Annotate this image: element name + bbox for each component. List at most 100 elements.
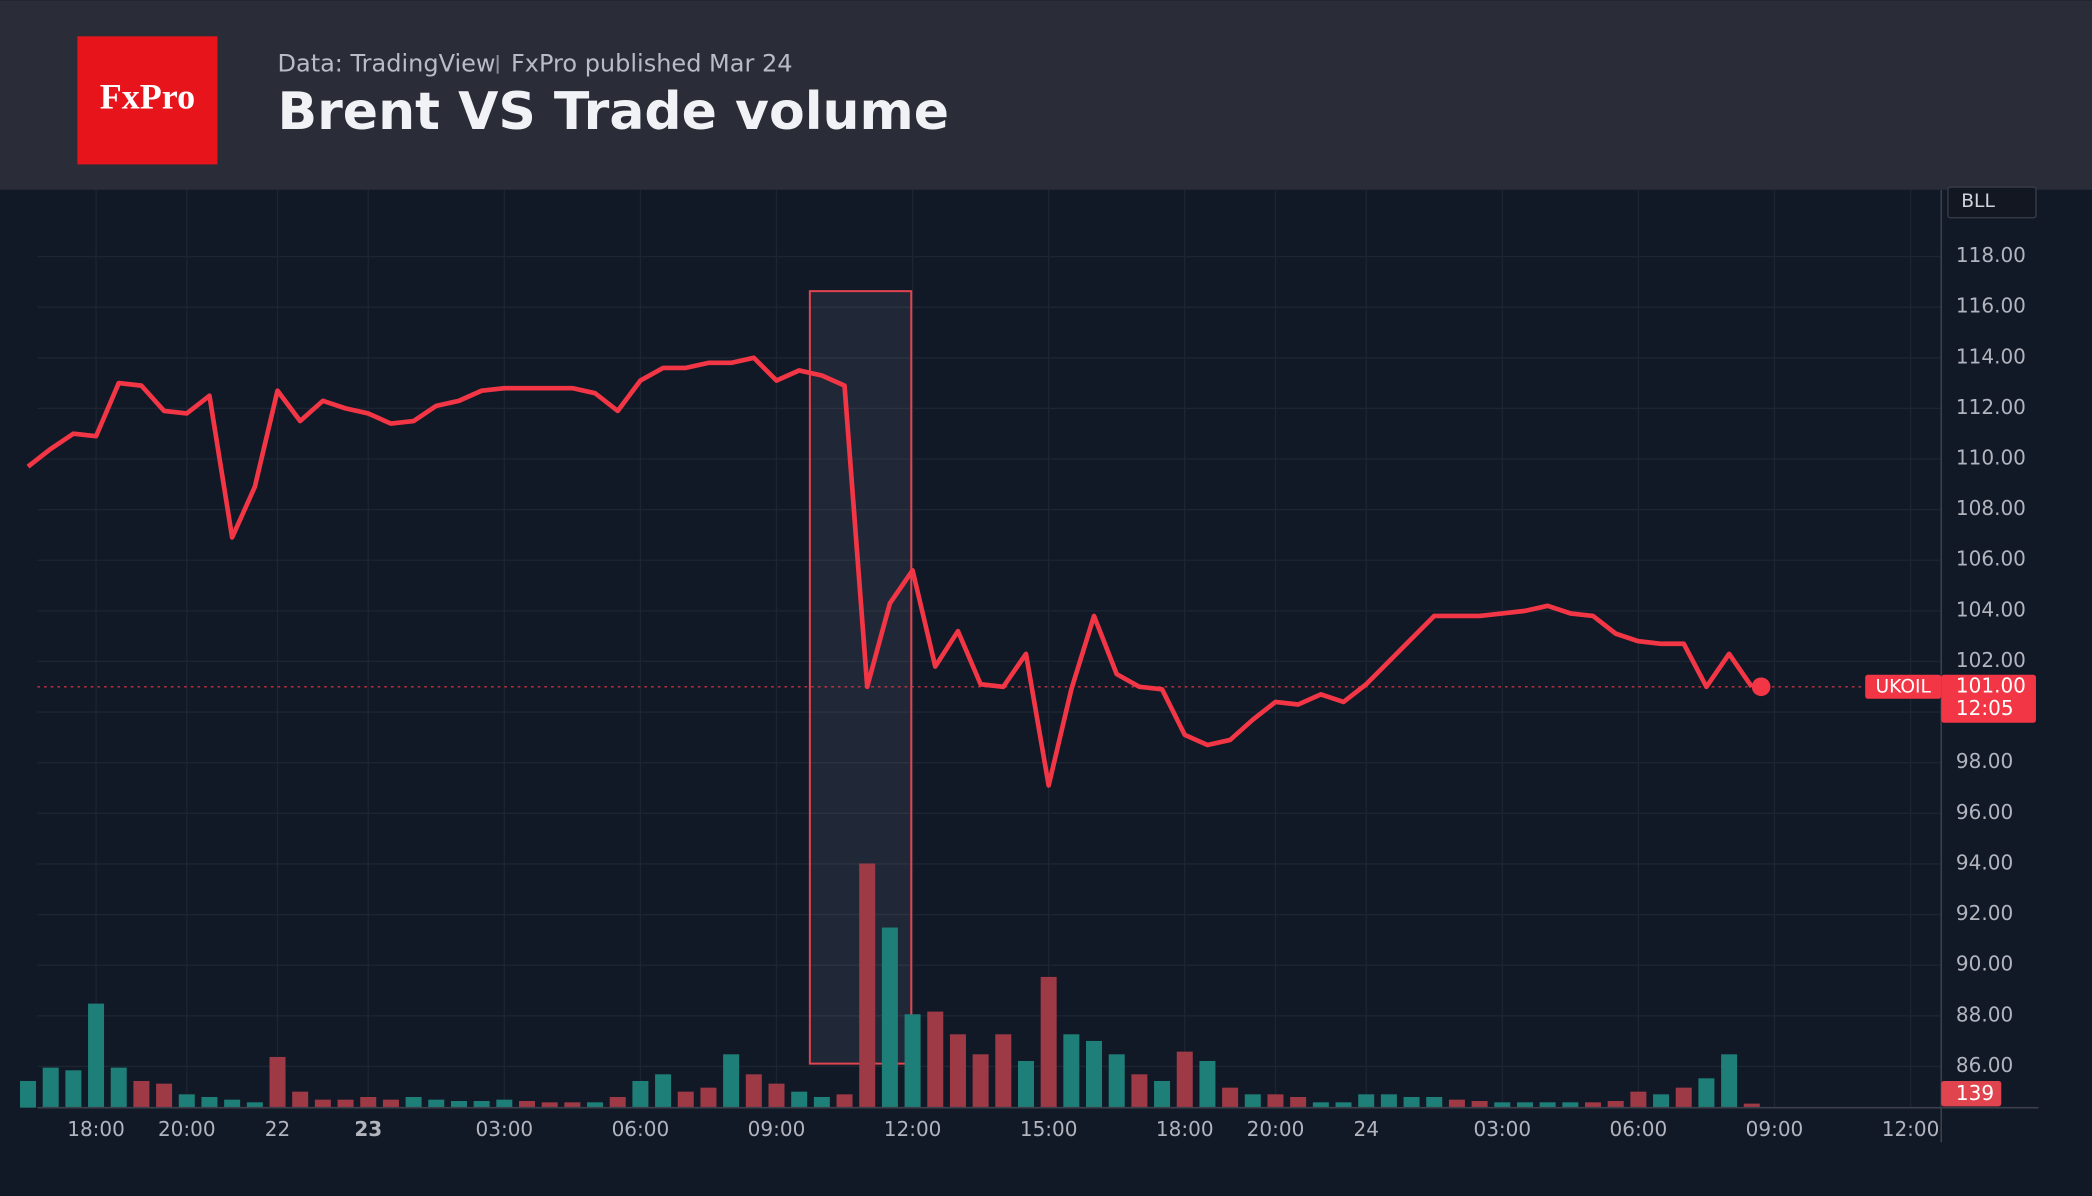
volume-bar: [995, 1034, 1012, 1108]
volume-bar: [1086, 1040, 1103, 1108]
volume-bar: [269, 1056, 286, 1108]
volume-bar: [314, 1099, 331, 1108]
volume-bar: [1154, 1080, 1171, 1108]
volume-bar: [1040, 976, 1057, 1108]
y-tick-label: 90.00: [1956, 952, 2013, 976]
volume-bar: [88, 1003, 105, 1108]
volume-bar: [723, 1054, 740, 1108]
volume-bar: [65, 1070, 82, 1108]
x-tick-label: 09:00: [1746, 1117, 1804, 1141]
price-tag: [1941, 674, 2036, 723]
volume-bar: [42, 1067, 59, 1108]
logo-text: FxPro: [100, 77, 195, 117]
volume-bar: [1403, 1096, 1420, 1108]
y-tick-label: 102.00: [1956, 648, 2026, 672]
volume-bar: [450, 1100, 467, 1108]
source: Data: TradingView: [278, 49, 496, 77]
currency-badge: BLL: [1961, 191, 1995, 212]
volume-bar: [1426, 1096, 1443, 1108]
y-tick-label: 116.00: [1956, 294, 2026, 318]
published: FxPro published Mar 24: [511, 49, 793, 77]
volume-label: 139: [1956, 1081, 1994, 1105]
volume-bar: [337, 1099, 354, 1108]
symbol-tag: [1865, 674, 1942, 699]
volume-bar: [1017, 1060, 1034, 1108]
x-tick-label: 24: [1353, 1117, 1378, 1141]
volume-bar: [1335, 1102, 1352, 1108]
y-tick-label: 96.00: [1956, 800, 2013, 824]
volume-bar: [1380, 1094, 1397, 1108]
y-tick-label: 86.00: [1956, 1053, 2013, 1077]
volume-bar: [1653, 1094, 1670, 1108]
volume-bar: [1494, 1102, 1511, 1108]
volume-bar: [1698, 1078, 1715, 1108]
volume-bar: [1222, 1087, 1239, 1108]
grid: [37, 189, 1942, 1108]
volume-bar: [541, 1102, 558, 1108]
chart-title: Brent VS Trade volume: [278, 82, 950, 142]
marks: [20, 355, 1942, 1108]
volume-bar: [1539, 1102, 1556, 1108]
volume-bar: [1607, 1100, 1624, 1108]
y-tick-label: 110.00: [1956, 446, 2026, 470]
volume-bar: [836, 1094, 853, 1108]
x-tick-label: 06:00: [1610, 1117, 1668, 1141]
countdown-label: 12:05: [1956, 696, 2014, 720]
volume-bar: [1743, 1103, 1760, 1108]
y-tick-label: 118.00: [1956, 243, 2026, 267]
volume-bar: [518, 1100, 536, 1108]
volume-bar: [1630, 1091, 1647, 1108]
x-tick-label: 20:00: [158, 1117, 216, 1141]
volume-bar: [1358, 1094, 1375, 1108]
y-tick-label: 114.00: [1956, 344, 2026, 368]
volume-bar: [1290, 1096, 1307, 1108]
volume-bar: [700, 1087, 717, 1108]
volume-bar: [110, 1067, 127, 1108]
x-tick-label: 18:00: [1156, 1117, 1214, 1141]
volume-bar: [1131, 1074, 1148, 1108]
volume-bar: [859, 863, 876, 1108]
x-tick-label: 03:00: [476, 1117, 534, 1141]
y-tick-label: 98.00: [1956, 749, 2013, 773]
volume-bar: [1562, 1102, 1579, 1108]
x-tick-label: 12:00: [1882, 1117, 1940, 1141]
y-tick-label: 108.00: [1956, 496, 2026, 520]
volume-bar: [201, 1096, 218, 1108]
volume-bar: [428, 1099, 445, 1108]
volume-bar: [677, 1091, 694, 1108]
price-line: [26, 355, 1754, 788]
y-tick-label: 92.00: [1956, 901, 2013, 925]
x-tick-label: 23: [354, 1117, 382, 1141]
volume-bar: [1448, 1099, 1465, 1108]
price-label: 101.00: [1956, 673, 2026, 697]
badge-box: [1947, 186, 2037, 219]
volume-bar: [655, 1074, 672, 1108]
volume-bar: [1585, 1102, 1602, 1108]
volume-bar: [133, 1080, 150, 1108]
x-tick-label: 15:00: [1020, 1117, 1078, 1141]
volume-bar: [156, 1083, 173, 1108]
volume-bar: [405, 1096, 422, 1108]
volume-bar: [972, 1054, 989, 1108]
volume-bar: [587, 1102, 604, 1108]
volume-tag: [1941, 1080, 2002, 1107]
volume-bar: [1312, 1102, 1329, 1108]
volume-bar: [382, 1099, 399, 1108]
y-tick-label: 88.00: [1956, 1002, 2013, 1026]
x-tick-label: 03:00: [1473, 1117, 1531, 1141]
volume-bar: [927, 1011, 944, 1108]
y-tick-label: 106.00: [1956, 547, 2026, 571]
last-point: [1751, 677, 1771, 697]
volume-bar: [496, 1099, 513, 1108]
volume-bar: [1516, 1102, 1533, 1108]
volume-bar: [20, 1080, 37, 1108]
volume-bar: [1199, 1060, 1216, 1108]
volume-bar: [1267, 1094, 1284, 1108]
volume-bar: [632, 1080, 649, 1108]
volume-bar: [949, 1034, 966, 1108]
x-tick-label: 22: [265, 1117, 290, 1141]
volume-bar: [904, 1014, 921, 1108]
y-tick-label: 104.00: [1956, 597, 2026, 621]
y-tick-label: 94.00: [1956, 850, 2013, 874]
